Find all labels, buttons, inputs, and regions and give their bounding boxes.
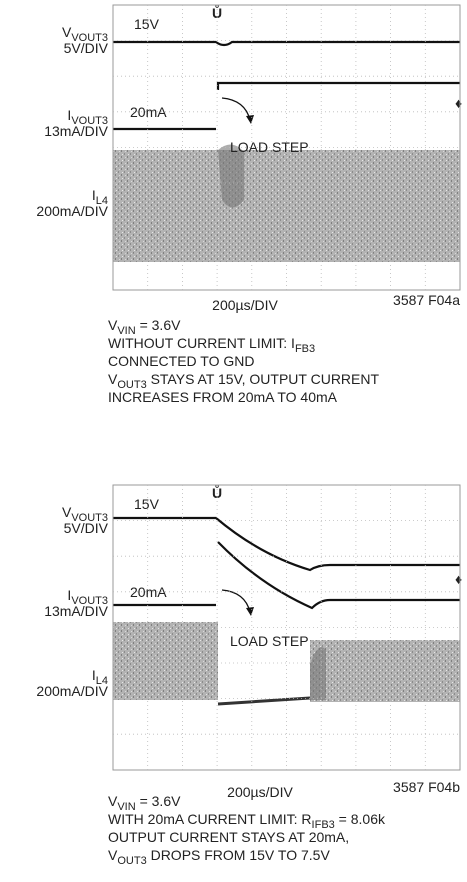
text-run: WITHOUT CURRENT LIMIT: I	[108, 335, 295, 351]
text-run: 5V/DIV	[64, 520, 109, 536]
text-run: STAYS AT 15V, OUTPUT CURRENT	[147, 371, 380, 387]
caption-line: OUTPUT CURRENT STAYS AT 20mA,	[108, 829, 349, 845]
figure-id: 3587 F04b	[393, 779, 460, 795]
grid	[113, 485, 460, 770]
svg-text:♦: ♦	[455, 571, 462, 587]
text-run: 13mA/DIV	[44, 123, 108, 139]
trace-note: 20mA	[130, 584, 167, 600]
axis-label: 13mA/DIV	[44, 603, 108, 619]
axis-label: 200mA/DIV	[36, 203, 108, 219]
timebase: 200µs/DIV	[212, 297, 278, 313]
caption-line: INCREASES FROM 20mA TO 40mA	[108, 389, 338, 405]
text-run: CONNECTED TO GND	[108, 353, 255, 369]
svg-text:♦: ♦	[455, 95, 462, 111]
caption-line: VVIN​ = 3.6V	[108, 793, 181, 813]
text-run: = 3.6V	[136, 317, 181, 333]
caption-line: VOUT3​ DROPS FROM 15V TO 7.5V	[108, 847, 330, 867]
caption-line: VVIN​ = 3.6V	[108, 317, 181, 337]
subscript: OUT3	[117, 855, 146, 867]
axis-label: 200mA/DIV	[36, 683, 108, 699]
panel-a-traces: Ů ♦	[113, 3, 462, 262]
caption-line: WITHOUT CURRENT LIMIT: IFB3​	[108, 335, 315, 355]
trace-note: 15V	[134, 16, 160, 32]
subscript: FB3	[295, 343, 315, 355]
figure: Ů ♦ Ů ♦ VVOUT3​5V/DIVIVOUT3​13mA/DIVIL4​…	[0, 0, 467, 882]
text-run: 13mA/DIV	[44, 603, 108, 619]
caption-line: WITH 20mA CURRENT LIMIT: RIFB3​ = 8.06k	[108, 811, 386, 831]
axis-label: 5V/DIV	[64, 520, 109, 536]
text-run: INCREASES FROM 20mA TO 40mA	[108, 389, 338, 405]
trace-note: 15V	[134, 496, 160, 512]
text-run: DROPS FROM 15V TO 7.5V	[147, 847, 331, 863]
figure-id: 3587 F04a	[393, 292, 460, 308]
text-run: = 3.6V	[136, 793, 181, 809]
annotation: LOAD STEP	[230, 633, 309, 649]
axis-label: 13mA/DIV	[44, 123, 108, 139]
axis-label: 5V/DIV	[64, 40, 109, 56]
caption-line: VOUT3​ STAYS AT 15V, OUTPUT CURRENT	[108, 371, 379, 391]
text-run: 200mA/DIV	[36, 683, 108, 699]
text-run: WITH 20mA CURRENT LIMIT: R	[108, 811, 312, 827]
text-run: 200mA/DIV	[36, 203, 108, 219]
text-run: = 8.06k	[335, 811, 386, 827]
trace-note: 20mA	[130, 104, 167, 120]
timebase: 200µs/DIV	[227, 784, 293, 800]
text-run: OUTPUT CURRENT STAYS AT 20mA,	[108, 829, 349, 845]
annotation: LOAD STEP	[230, 139, 309, 155]
caption-line: CONNECTED TO GND	[108, 353, 255, 369]
text-run: 5V/DIV	[64, 40, 109, 56]
